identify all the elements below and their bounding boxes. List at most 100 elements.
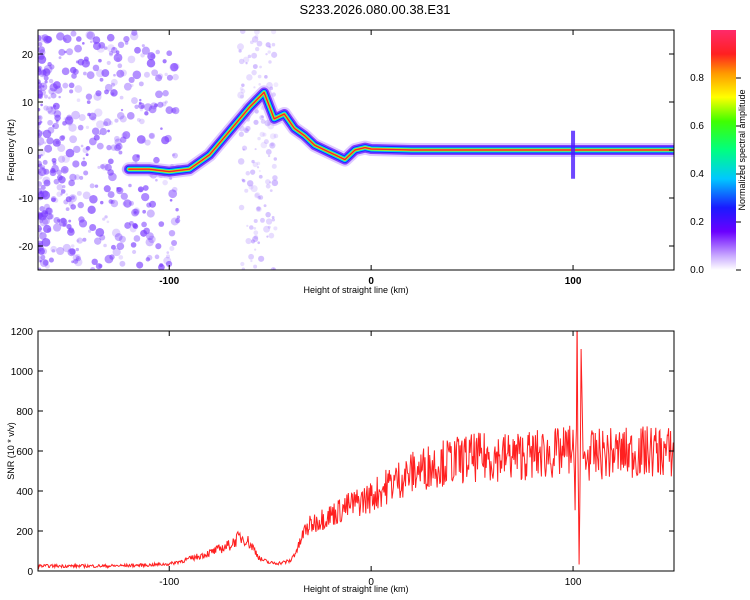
noise-dot: [76, 36, 82, 42]
noise-dot: [39, 206, 45, 212]
noise-dot: [39, 232, 47, 240]
noise-dot: [260, 217, 265, 223]
noise-dot: [60, 193, 63, 196]
noise-dot: [263, 139, 269, 145]
noise-dot: [258, 170, 261, 173]
noise-dot: [237, 158, 245, 165]
noise-dot: [272, 175, 278, 181]
noise-dot: [44, 263, 50, 269]
noise-dot: [249, 225, 254, 230]
noise-dot: [112, 46, 116, 50]
noise-dot: [145, 238, 154, 247]
y-tick-label: 400: [16, 487, 33, 498]
noise-dot: [91, 258, 98, 266]
noise-dot: [166, 254, 171, 259]
noise-dot: [111, 92, 115, 96]
noise-dot: [78, 219, 88, 228]
chart-title: S233.2026.080.00.38.E31: [299, 2, 451, 17]
noise-dot: [238, 204, 245, 211]
noise-dot: [114, 138, 122, 146]
noise-dot: [38, 121, 41, 126]
noise-dot: [271, 51, 278, 58]
noise-dot: [39, 258, 49, 268]
noise-dot: [66, 48, 74, 56]
noise-dot: [256, 161, 261, 166]
noise-dot: [163, 256, 172, 265]
noise-dot: [246, 180, 254, 187]
noise-dot: [38, 128, 41, 133]
noise-dot: [66, 223, 72, 230]
noise-dot: [148, 105, 157, 114]
noise-dot: [38, 137, 45, 146]
noise-dot: [85, 60, 89, 65]
noise-dot: [268, 232, 275, 239]
noise-dot: [60, 135, 66, 140]
noise-dot: [41, 165, 46, 169]
noise-dot: [64, 116, 74, 125]
noise-dot: [241, 83, 245, 87]
spectral-track: [121, 85, 674, 179]
noise-dot: [74, 258, 83, 267]
noise-dot: [56, 246, 65, 256]
noise-dot: [73, 145, 81, 154]
noise-dot: [133, 211, 137, 214]
noise-dot: [58, 56, 62, 60]
noise-dot: [41, 237, 51, 247]
noise-dot: [271, 163, 277, 169]
y-tick-label: -20: [19, 242, 34, 253]
y-tick-label: 1200: [11, 327, 34, 338]
noise-dot: [94, 237, 102, 245]
noise-dot: [100, 200, 104, 205]
noise-dot: [132, 70, 142, 80]
noise-dot: [38, 224, 42, 233]
noise-dot: [38, 115, 41, 120]
noise-dot: [138, 101, 142, 105]
noise-dot: [96, 69, 105, 78]
noise-dot: [245, 237, 252, 245]
noise-dot: [75, 255, 82, 262]
colorbar: 0.0 0.2 0.4 0.6 0.8 Normalized spectral ampl…: [690, 30, 747, 276]
noise-dot: [110, 144, 118, 151]
noise-dot: [89, 137, 97, 146]
noise-dot: [80, 160, 87, 167]
noise-dot: [241, 178, 244, 182]
noise-dot: [94, 184, 99, 188]
noise-dot: [151, 69, 159, 77]
noise-dot: [138, 81, 144, 87]
noise-dot: [101, 69, 110, 77]
noise-dot: [253, 234, 259, 240]
noise-dot: [91, 127, 100, 135]
noise-dot: [141, 192, 150, 202]
noise-dot: [88, 112, 97, 121]
noise-dot: [108, 172, 117, 182]
noise-dot: [170, 63, 179, 72]
noise-dot: [259, 115, 265, 120]
noise-dot: [265, 179, 271, 185]
noise-dot: [102, 217, 106, 221]
noise-dot: [71, 260, 75, 264]
noise-dot: [48, 78, 54, 84]
noise-dot: [42, 259, 49, 266]
noise-dot: [134, 46, 141, 54]
noise-dot: [244, 128, 250, 134]
noise-dot: [38, 181, 42, 187]
noise-dot: [160, 127, 163, 130]
noise-dot: [38, 142, 41, 148]
colorbar-tick-label: 0.4: [690, 169, 704, 180]
noise-dot: [82, 191, 91, 200]
noise-dot: [76, 98, 81, 102]
noise-dot: [55, 119, 59, 123]
noise-dot: [166, 74, 173, 81]
noise-dot: [69, 89, 74, 94]
noise-dot: [75, 253, 81, 260]
noise-dot: [264, 75, 268, 79]
noise-dot: [85, 125, 90, 129]
noise-dot: [44, 80, 48, 84]
x-tick-label: 100: [565, 276, 582, 287]
noise-dot: [54, 114, 61, 122]
noise-dot: [48, 96, 51, 100]
noise-dot: [254, 30, 260, 35]
noise-dot: [118, 235, 126, 243]
noise-dot: [159, 263, 164, 268]
